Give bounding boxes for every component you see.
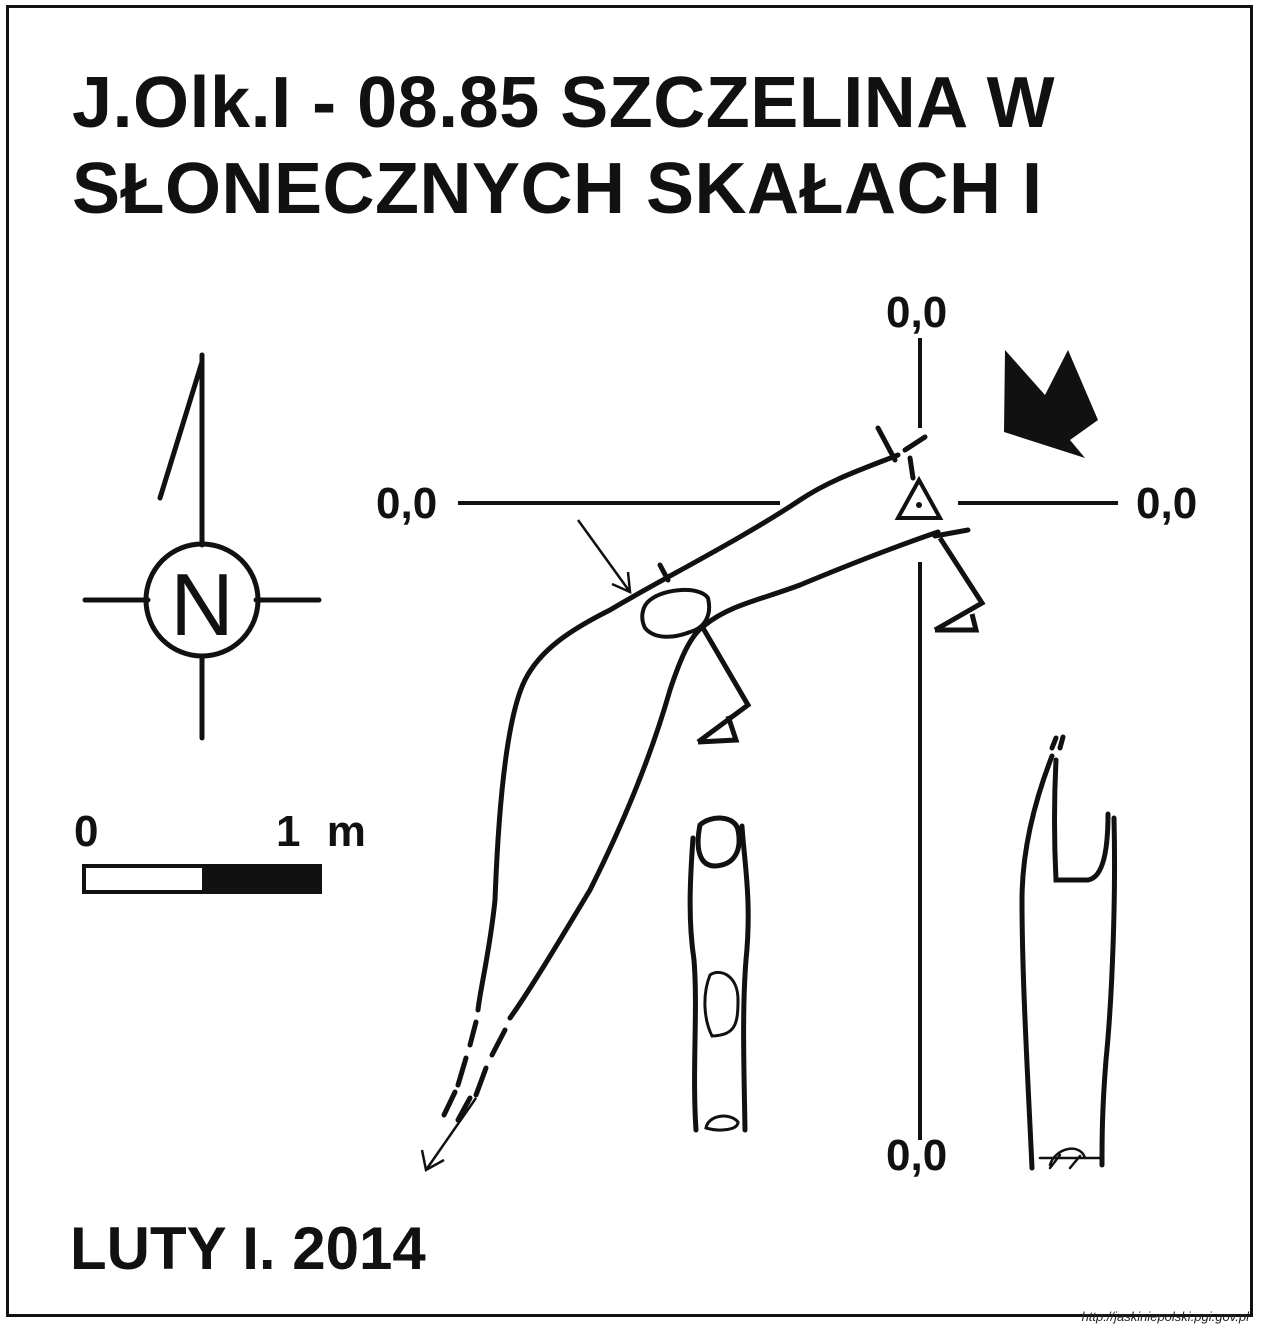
- cross-section-2-floor-debris: [1038, 1147, 1102, 1170]
- datum-label-top: 0,0: [886, 288, 948, 337]
- cave-wall-lower: [507, 529, 941, 1021]
- profile-tick-top: [932, 527, 971, 539]
- boulder-icon: [640, 587, 711, 639]
- cave-wall-upper: [475, 452, 901, 1013]
- scale-bar: [82, 864, 322, 894]
- continuation-arrow-shaft: [424, 1097, 478, 1171]
- source-url[interactable]: http://jaskiniepolski.pgi.gov.pl: [1081, 1309, 1249, 1324]
- continuation-arrow-head: [420, 1149, 445, 1172]
- datum-label-right: 0,0: [1136, 479, 1198, 528]
- cross-section-1: [687, 815, 751, 1133]
- map-title: J.Olk.I - 08.85 SZCZELINA W SŁONECZNYCH …: [72, 60, 1232, 232]
- cross-section-2-inner-notch: [1052, 757, 1111, 883]
- cave-wall-dashed-upper: [455, 1019, 479, 1088]
- entrance-arrow-icon: [1004, 350, 1098, 458]
- cross-section-1-right-wall: [739, 823, 751, 1133]
- cave-wall-dashed-lower: [473, 1027, 508, 1098]
- datum-label-bottom: 0,0: [886, 1131, 948, 1180]
- cross-section-1-top-block: [695, 815, 742, 869]
- section-marker-b: [696, 626, 752, 745]
- cross-section-2-dash-b: [1057, 734, 1066, 751]
- pointer-arrow-shaft: [576, 519, 632, 593]
- title-line-2: SŁONECZNYCH SKAŁACH I: [72, 149, 1043, 229]
- map-frame: [6, 5, 1253, 1317]
- pointer-arrows: [420, 519, 632, 1172]
- section-lines: [458, 338, 1118, 1140]
- entrance-tick-left: [875, 425, 898, 463]
- title-line-1: J.Olk.I - 08.85 SZCZELINA W: [72, 63, 1056, 143]
- cross-section-2: [1019, 734, 1118, 1171]
- cross-section-1-left-wall: [687, 835, 699, 1133]
- compass-circle: [143, 541, 261, 659]
- section-marker-a: [933, 536, 986, 633]
- compass-needle-head: [157, 359, 205, 501]
- datum-label-left: 0,0: [376, 479, 438, 528]
- north-arrow-icon: [82, 352, 322, 741]
- constriction-tick: [657, 562, 671, 583]
- entrance-tick-right: [902, 434, 928, 453]
- cave-wall-dashed-tail: [441, 1089, 473, 1123]
- entrance-edge-dash: [907, 455, 916, 481]
- cross-section-2-right-wall: [1099, 815, 1118, 1168]
- scale-start-label: 0: [74, 807, 99, 856]
- section-marker-a-head: [935, 613, 980, 633]
- survey-station-icon: [894, 475, 944, 520]
- section-marker-b-head: [697, 715, 740, 745]
- compass-letter: N: [170, 555, 234, 654]
- cross-section-2-dash-a: [1049, 735, 1059, 751]
- section-markers: [696, 536, 986, 745]
- pointer-arrow-head: [611, 571, 632, 595]
- cross-section-1-mid-block: [703, 970, 740, 1038]
- scale-end-label: 1 m: [276, 807, 366, 856]
- author-date: LUTY I. 2014: [70, 1215, 426, 1282]
- scale-bar-filled-segment: [202, 866, 320, 892]
- cave-plan-walls: [441, 425, 971, 1123]
- cross-section-1-floor-stone: [704, 1114, 740, 1132]
- cross-section-2-left-wall: [1019, 753, 1055, 1171]
